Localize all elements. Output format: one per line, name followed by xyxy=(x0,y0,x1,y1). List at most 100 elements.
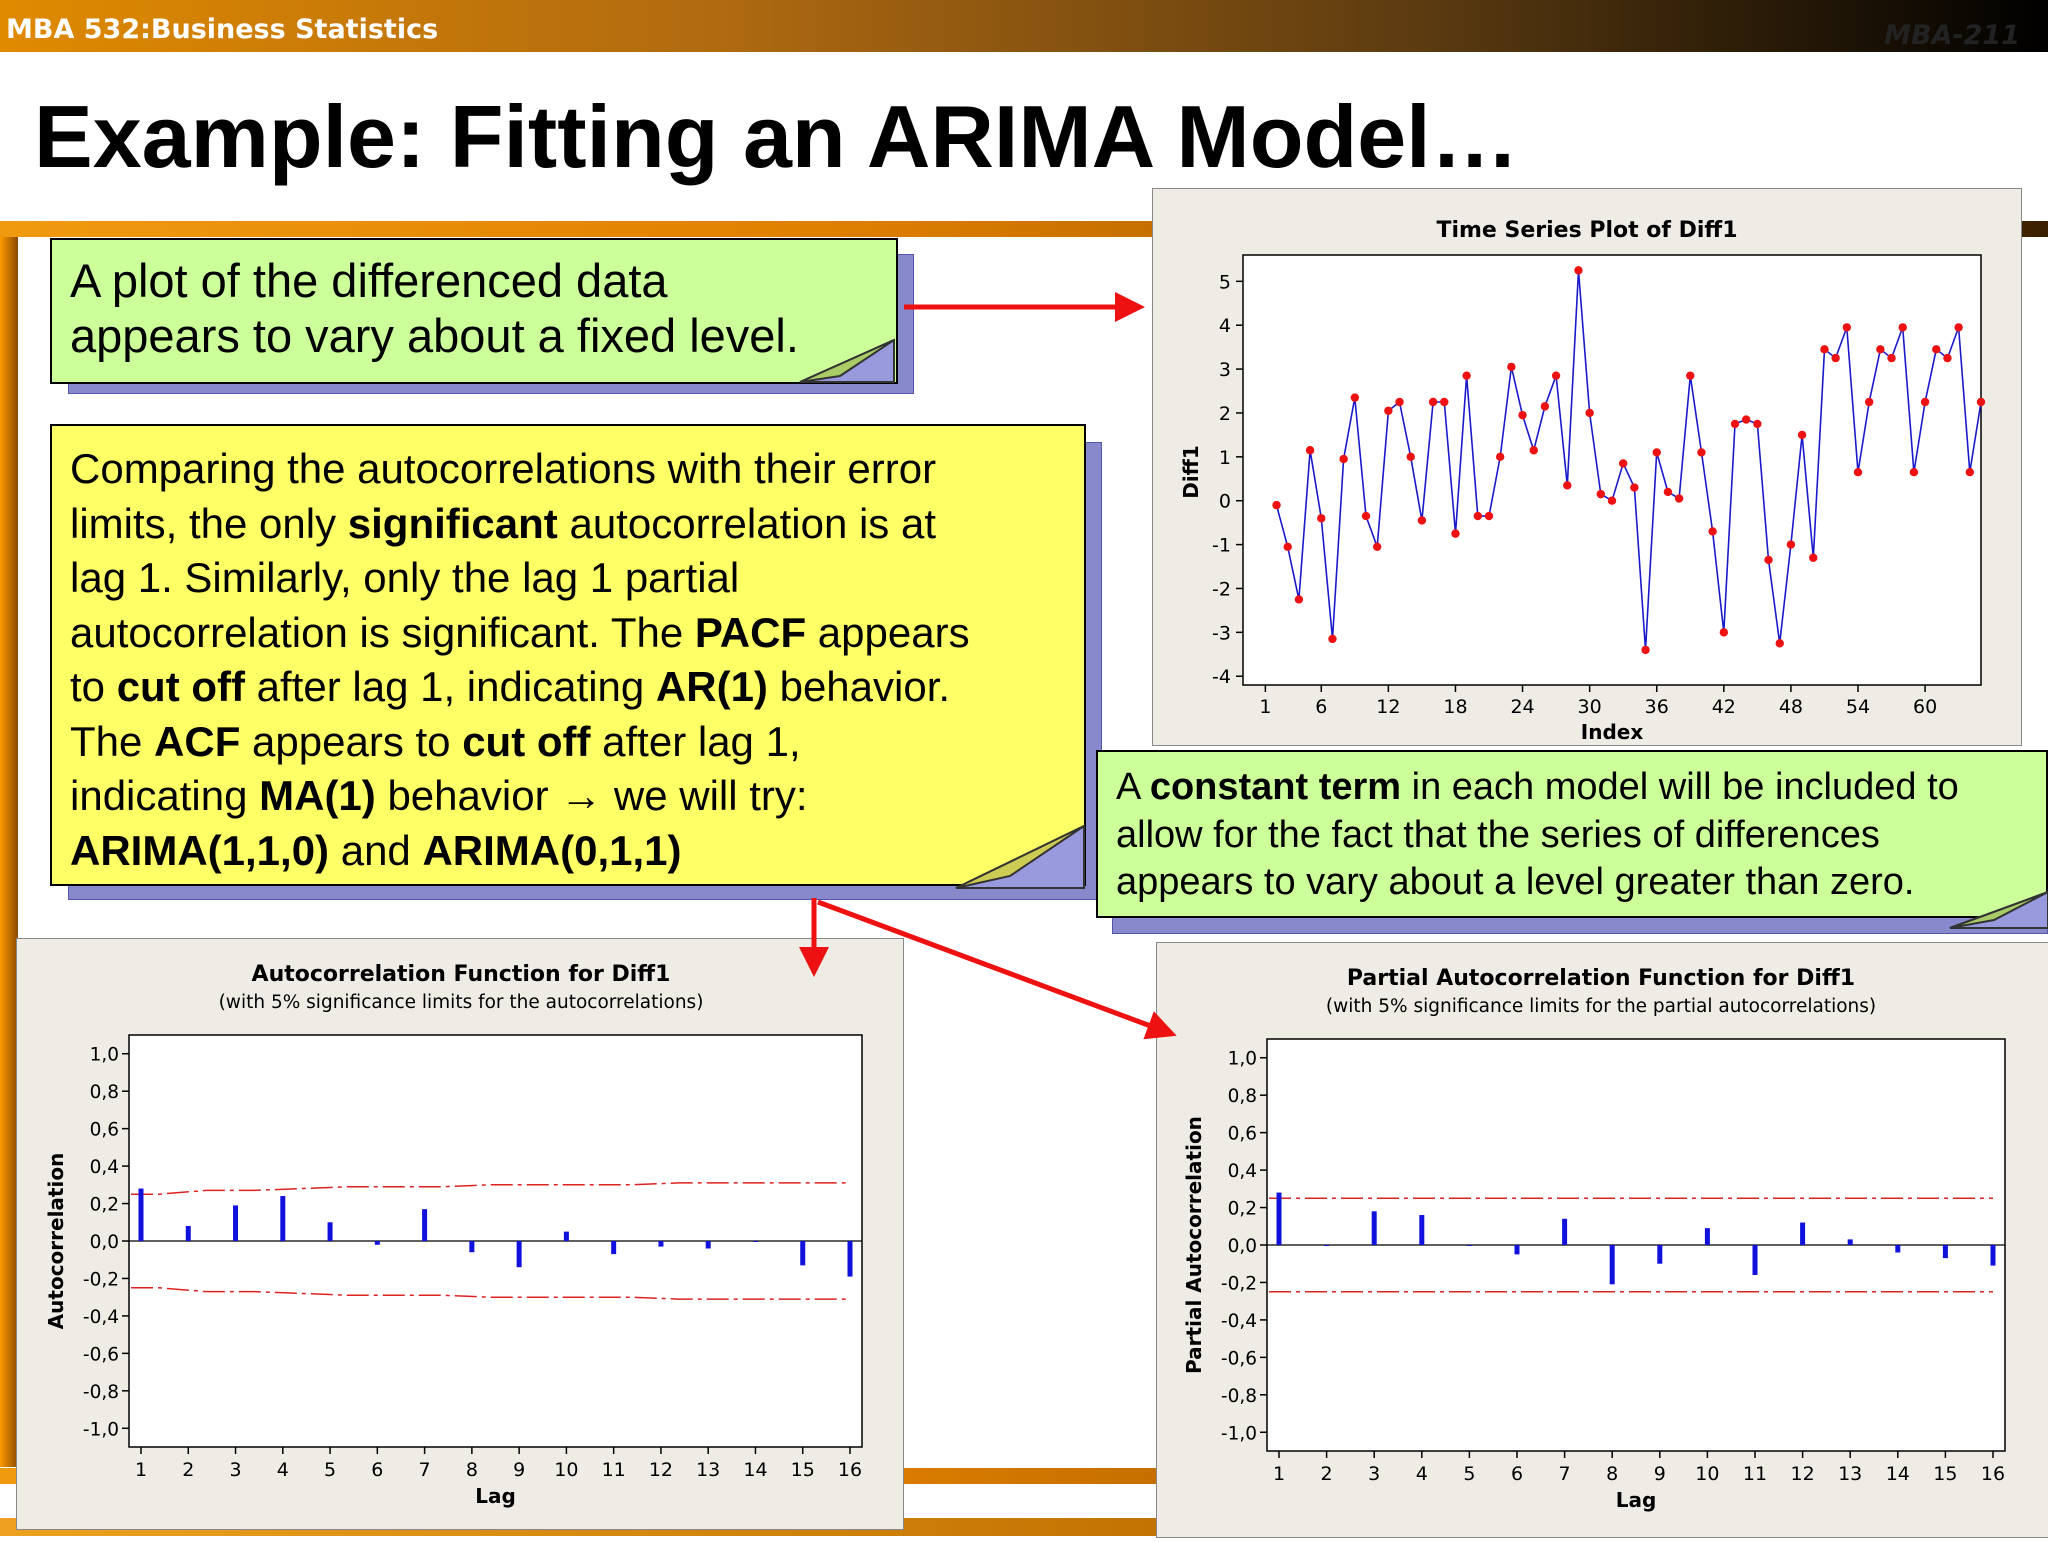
text-segment: after lag 1, xyxy=(590,717,801,765)
data-point xyxy=(1529,446,1538,455)
data-point xyxy=(1876,345,1885,354)
data-point xyxy=(1451,529,1460,538)
y-tick-label: -4 xyxy=(1212,666,1231,688)
text-segment: ARIMA(0,1,1) xyxy=(422,826,682,874)
plot-area xyxy=(1242,254,1982,686)
text-segment: autocorrelation is at xyxy=(557,499,937,547)
text-segment: PACF xyxy=(694,608,807,656)
y-tick-label: 0,4 xyxy=(90,1157,119,1178)
y-tick-label: 0,8 xyxy=(1228,1086,1257,1107)
corr-bar xyxy=(1466,1245,1472,1246)
y-tick-label: -1 xyxy=(1212,535,1231,557)
data-point xyxy=(1473,511,1483,521)
course-title: MBA 532:Business Statistics xyxy=(6,14,439,45)
data-point xyxy=(1540,402,1550,411)
corr-bar xyxy=(1704,1228,1710,1245)
x-axis-label: Lag xyxy=(1616,1488,1657,1512)
corr-bar xyxy=(374,1241,380,1245)
text-segment: behavior → we will try: xyxy=(375,772,808,819)
corr-bar xyxy=(280,1196,286,1241)
x-tick-label: 3 xyxy=(229,1459,241,1481)
text-segment: allow for the fact that the series of di… xyxy=(1116,813,1880,856)
chart-title: Partial Autocorrelation Function for Dif… xyxy=(1347,966,1855,991)
data-point xyxy=(1786,540,1796,549)
data-point xyxy=(1719,628,1729,637)
data-point xyxy=(1317,514,1326,523)
data-point xyxy=(1663,487,1673,497)
corr-bar xyxy=(1419,1215,1425,1245)
x-tick-label: 9 xyxy=(513,1459,525,1481)
acf-chart: Autocorrelation Function for Diff1 (with … xyxy=(44,962,863,1508)
y-tick-label: 0,0 xyxy=(1228,1236,1257,1257)
x-tick-label: 6 xyxy=(1511,1463,1523,1485)
plot-note-line: A plot of the differenced data xyxy=(70,254,668,307)
y-tick-label: 0,2 xyxy=(90,1195,119,1216)
chart-title: Time Series Plot of Diff1 xyxy=(1436,218,1737,243)
data-point xyxy=(1932,345,1941,354)
chart-subtitle: (with 5% significance limits for the aut… xyxy=(219,992,704,1013)
constant-note-line: A constant term in each model will be in… xyxy=(1116,764,1959,812)
x-tick-label: 16 xyxy=(838,1459,862,1481)
text-segment: appears xyxy=(806,608,970,656)
data-point xyxy=(1507,362,1516,372)
data-point xyxy=(1350,393,1360,402)
callout-box xyxy=(1096,750,2048,918)
x-tick-label: 18 xyxy=(1443,696,1467,718)
corr-bar xyxy=(469,1241,475,1253)
page-curl-icon xyxy=(955,824,1085,889)
x-tick-label: 13 xyxy=(1838,1463,1862,1485)
y-tick-label: 0,0 xyxy=(90,1232,119,1253)
y-tick-label: -0,4 xyxy=(1221,1311,1257,1332)
main-note-line: The ACF appears to cut off after lag 1, xyxy=(70,715,970,770)
x-tick-label: 3 xyxy=(1368,1463,1380,1485)
x-tick-label: 54 xyxy=(1846,696,1870,718)
corr-bar xyxy=(847,1241,853,1277)
y-tick-label: 1 xyxy=(1219,447,1231,469)
corr-bar xyxy=(1895,1245,1901,1253)
y-axis-label: Autocorrelation xyxy=(44,1153,68,1330)
data-point xyxy=(1842,323,1852,332)
corr-bar xyxy=(516,1241,522,1268)
data-point xyxy=(1630,483,1639,492)
text-segment: cut off xyxy=(462,717,591,765)
text-segment: indicating xyxy=(70,772,260,819)
x-tick-label: 9 xyxy=(1654,1463,1666,1485)
corr-bar xyxy=(1371,1211,1377,1245)
data-point xyxy=(1887,353,1896,363)
text-segment: ACF xyxy=(154,717,241,765)
data-point xyxy=(1417,516,1427,525)
main-note-line: autocorrelation is significant. The PACF… xyxy=(70,606,970,661)
text-segment: in each model will be included to xyxy=(1401,766,1959,808)
plot-note-line: appears to vary about a fixed level. xyxy=(70,308,799,362)
constant-note-line: appears to vary about a level greater th… xyxy=(1116,859,1959,907)
text-segment: autocorrelation is significant. The xyxy=(70,608,695,656)
data-point xyxy=(1976,397,1986,407)
y-tick-label: -0,6 xyxy=(83,1344,119,1365)
constant-note-callout: A constant term in each model will be in… xyxy=(1096,750,2048,938)
text-segment: constant term xyxy=(1149,766,1402,808)
x-tick-label: 7 xyxy=(419,1459,431,1481)
corr-bar xyxy=(1562,1218,1568,1245)
data-point xyxy=(1406,452,1415,462)
data-point xyxy=(1831,353,1840,363)
corr-bar xyxy=(1276,1192,1282,1245)
slide-title: Example: Fitting an ARIMA Model… xyxy=(34,87,1519,186)
corr-bar xyxy=(658,1241,664,1247)
y-tick-label: 5 xyxy=(1219,271,1231,293)
data-point xyxy=(1428,397,1438,407)
text-segment: after lag 1, indicating xyxy=(245,663,656,710)
corr-bar xyxy=(233,1205,239,1241)
data-point xyxy=(1283,542,1292,551)
data-point xyxy=(1943,353,1952,363)
chart-subtitle: (with 5% significance limits for the par… xyxy=(1326,996,1876,1017)
pacf-chart: Partial Autocorrelation Function for Dif… xyxy=(1182,966,2006,1512)
y-tick-label: -0,4 xyxy=(83,1307,119,1328)
x-tick-label: 4 xyxy=(1416,1463,1428,1485)
corr-bar xyxy=(1990,1245,1996,1266)
y-tick-label: 0,4 xyxy=(1228,1161,1257,1182)
text-segment: limits, the only xyxy=(70,499,348,547)
x-tick-label: 1 xyxy=(1259,696,1271,718)
constant-note-line: allow for the fact that the series of di… xyxy=(1116,812,1959,860)
data-point xyxy=(1372,542,1382,551)
x-tick-label: 8 xyxy=(466,1459,478,1481)
